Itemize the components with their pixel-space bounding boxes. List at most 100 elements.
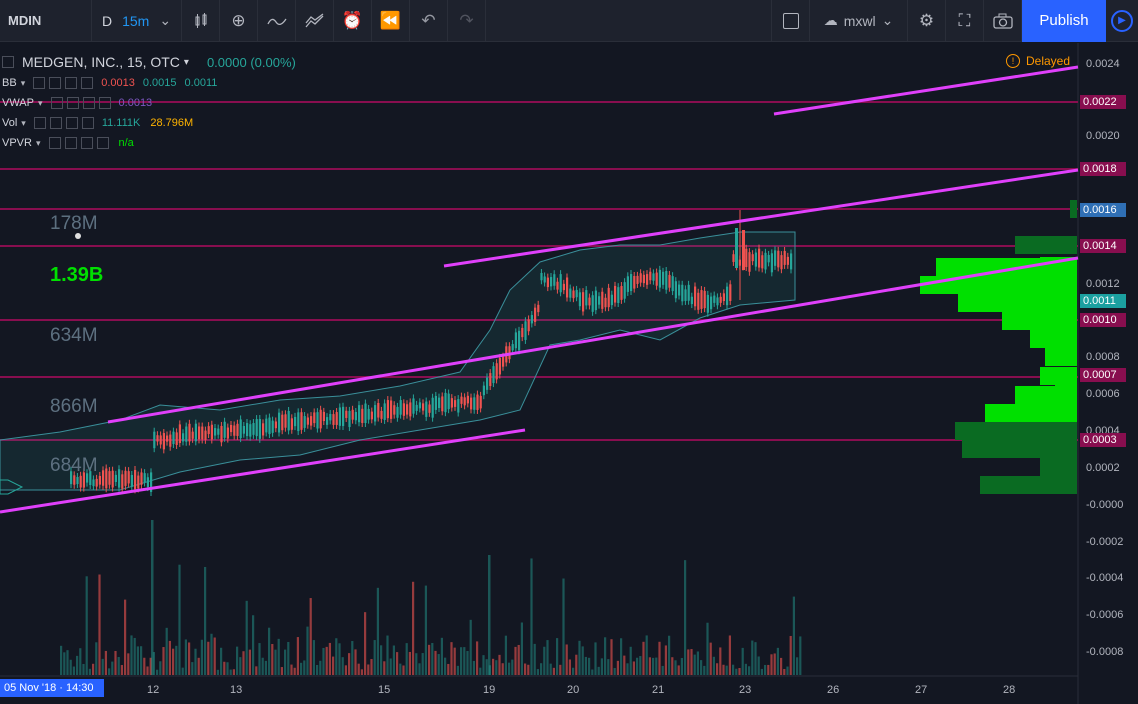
fullscreen-icon[interactable]: ⛶ (946, 0, 984, 42)
price-tag[interactable]: 0.0010 (1080, 313, 1126, 327)
gear-icon[interactable] (66, 97, 79, 109)
undo-icon[interactable]: ↶ (410, 0, 448, 42)
candle (598, 296, 601, 305)
volume-bar (69, 659, 72, 675)
price-tag[interactable]: 0.0018 (1080, 162, 1126, 176)
bb-name[interactable]: BB (2, 77, 17, 89)
volume-bar (466, 650, 469, 675)
volume-bar (616, 660, 619, 675)
fullscreen-box-icon[interactable] (772, 0, 810, 42)
close-icon[interactable] (98, 97, 111, 109)
plus-icon[interactable] (65, 117, 78, 129)
trend-line (773, 65, 1079, 116)
vpvr-name[interactable]: VPVR (2, 137, 32, 149)
price-tag[interactable]: 0.0022 (1080, 95, 1126, 109)
crosshair-dot (75, 233, 81, 239)
volume-bar (268, 627, 271, 675)
alert-icon[interactable]: ⏰ (334, 0, 372, 42)
play-icon: ▶ (1111, 9, 1133, 32)
plus-icon[interactable] (65, 77, 78, 89)
candle (630, 274, 633, 292)
volume-bar (536, 669, 539, 675)
replay-icon[interactable]: ⏪ (372, 0, 410, 42)
camera-icon[interactable] (984, 0, 1022, 42)
candle (393, 405, 396, 415)
price-tag[interactable]: 0.0014 (1080, 239, 1126, 253)
chevron-down-icon: ⌄ (881, 12, 894, 28)
volume-bar (117, 656, 120, 675)
volume-bar (738, 667, 741, 675)
volume-bar (104, 650, 107, 675)
volume-bar (773, 653, 776, 675)
symbol-search[interactable]: MDIN (0, 0, 92, 42)
price-tag[interactable]: 0.0011 (1080, 294, 1126, 308)
gear-icon[interactable] (49, 117, 62, 129)
templates-icon[interactable] (296, 0, 334, 42)
date-tick: 13 (230, 684, 243, 696)
price-tag[interactable]: 0.0007 (1080, 368, 1126, 382)
candle (729, 284, 732, 301)
eye-icon[interactable] (48, 137, 61, 149)
plus-icon[interactable] (80, 137, 93, 149)
volume-bar (556, 638, 559, 675)
redo-icon[interactable]: ↷ (448, 0, 486, 42)
vol-name[interactable]: Vol (2, 117, 18, 129)
candle (76, 476, 79, 485)
candle (402, 403, 405, 416)
volume-bar (546, 640, 549, 675)
candle (354, 412, 357, 421)
candle (418, 402, 421, 409)
eye-icon[interactable] (50, 97, 63, 109)
collapse-icon[interactable] (2, 56, 14, 68)
close-icon[interactable] (81, 117, 94, 129)
candle (425, 401, 428, 417)
play-button[interactable]: ▶ (1106, 0, 1138, 42)
gear-icon[interactable] (49, 77, 62, 89)
chart-title[interactable]: MEDGEN, INC., 15, OTC (22, 54, 180, 70)
eye-icon[interactable] (33, 117, 46, 129)
volume-bar (165, 627, 168, 675)
price-tag[interactable]: 0.0003 (1080, 433, 1126, 447)
price-chart[interactable] (0, 43, 1138, 704)
volume-bar (632, 661, 635, 675)
volume-bar (415, 653, 418, 675)
candle (105, 468, 108, 489)
gear-icon[interactable] (64, 137, 77, 149)
chevron-down-icon: ⌄ (159, 12, 172, 28)
compare-icon[interactable] (258, 0, 296, 42)
candle (530, 315, 533, 324)
candle (498, 357, 501, 375)
candle (761, 255, 764, 269)
volume-annotation: 178M (50, 213, 98, 234)
volume-bar (322, 647, 325, 675)
vwap-name[interactable]: VWAP (2, 97, 34, 109)
volume-bar (610, 639, 613, 675)
volume-bar (799, 636, 802, 675)
candle (767, 254, 770, 263)
volume-bar (472, 660, 475, 675)
volume-bar (143, 657, 146, 675)
delayed-badge[interactable]: ! Delayed (1006, 54, 1070, 68)
close-icon[interactable] (96, 137, 109, 149)
eye-icon[interactable] (33, 77, 46, 89)
volume-bar (581, 646, 584, 675)
volume-bar (626, 663, 629, 675)
volume-bar (639, 656, 642, 675)
plus-icon[interactable] (82, 97, 95, 109)
candle (751, 254, 754, 262)
volume-bar (226, 662, 229, 675)
volume-bar (194, 648, 197, 675)
settings-icon[interactable]: ⚙ (908, 0, 946, 42)
volume-bar (367, 664, 370, 675)
layout-selector[interactable]: ☁ mxwl ⌄ (810, 0, 908, 42)
volume-bar (149, 657, 152, 675)
price-tag[interactable]: 0.0016 (1080, 203, 1126, 217)
close-icon[interactable] (81, 77, 94, 89)
interval-selector[interactable]: D 15m ⌄ (92, 0, 182, 42)
candle (742, 230, 745, 270)
add-indicator-icon[interactable]: ⊕ (220, 0, 258, 42)
candle (543, 276, 546, 283)
publish-button[interactable]: Publish (1022, 0, 1106, 42)
candle (370, 411, 373, 420)
candles-icon[interactable] (182, 0, 220, 42)
